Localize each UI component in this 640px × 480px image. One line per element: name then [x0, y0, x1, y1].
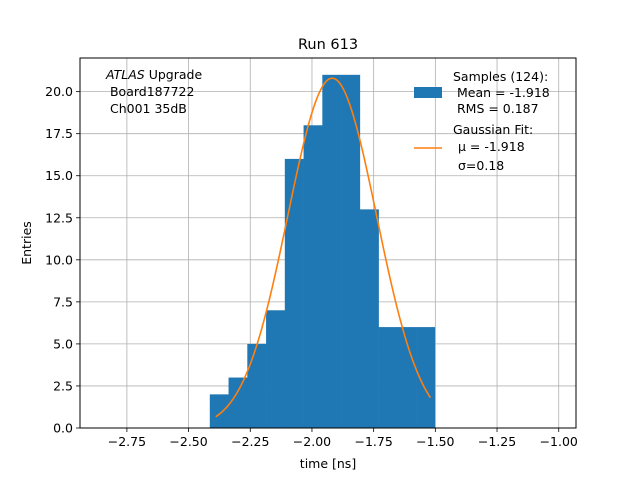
atlas-annotation: ATLAS Upgrade Board187722 Ch001 35dB [105, 67, 202, 116]
histogram-bar [378, 327, 398, 428]
legend-fit-line-1: Gaussian Fit: [453, 122, 533, 137]
y-axis-label: Entries [19, 221, 34, 265]
legend-samples-line-1: Samples (124): [453, 69, 548, 84]
legend-fit-line-2: μ = -1.918 [458, 139, 525, 154]
histogram-bar [341, 74, 361, 429]
histogram-bar [397, 327, 417, 428]
y-tick-label: 5.0 [53, 336, 73, 351]
y-tick-label: 2.5 [53, 378, 73, 393]
plot-frame [79, 57, 577, 429]
x-tick-label: −2.75 [108, 434, 146, 449]
y-tick-label: 10.0 [45, 252, 73, 267]
x-axis-label: time [ns] [300, 456, 356, 471]
gaussian-fit-line [215, 77, 432, 418]
legend-samples-line-3: RMS = 0.187 [453, 101, 539, 116]
histogram-bar [247, 343, 267, 428]
x-tick-label: −2.50 [169, 434, 207, 449]
x-tick-label: −2.25 [231, 434, 269, 449]
x-tick-label: −1.75 [354, 434, 392, 449]
y-tick-label: 20.0 [45, 84, 73, 99]
x-tick-label: −2.00 [293, 434, 331, 449]
annotation-line-2: Board187722 [106, 84, 194, 99]
histogram-bar [284, 158, 304, 428]
legend: Samples (124): Mean = -1.918 RMS = 0.187… [414, 69, 550, 173]
histogram-bar [303, 125, 323, 428]
y-tick-label: 0.0 [53, 421, 73, 436]
histogram-bar [322, 74, 342, 429]
y-tick-label: 7.5 [53, 294, 73, 309]
histogram-bars [209, 74, 436, 429]
histogram-bar [416, 327, 436, 428]
histogram-bar [228, 377, 248, 428]
y-axis-ticks: 0.0 2.5 5.0 7.5 10.0 12.5 15.0 17.5 20.0 [45, 84, 80, 436]
y-tick-label: 15.0 [45, 168, 73, 183]
histogram-bar [359, 209, 379, 428]
x-tick-label: −1.25 [478, 434, 516, 449]
annotation-line-1: ATLAS Upgrade [105, 67, 202, 82]
histogram-bar [209, 394, 229, 428]
x-tick-label: −1.00 [540, 434, 578, 449]
x-tick-label: −1.50 [416, 434, 454, 449]
fit-curve-group [215, 77, 432, 418]
legend-fit-line-3: σ=0.18 [458, 158, 504, 173]
x-axis-ticks: −2.75 −2.50 −2.25 −2.00 −1.75 −1.50 −1.25 −1.00 [108, 428, 578, 449]
y-tick-label: 17.5 [45, 126, 73, 141]
annotation-line-3: Ch001 35dB [106, 101, 187, 116]
histogram-bar [266, 310, 286, 428]
legend-samples-line-2: Mean = -1.918 [453, 85, 550, 100]
y-tick-label: 12.5 [45, 210, 73, 225]
chart-title: Run 613 [298, 37, 358, 53]
legend-swatch-samples [414, 87, 442, 98]
